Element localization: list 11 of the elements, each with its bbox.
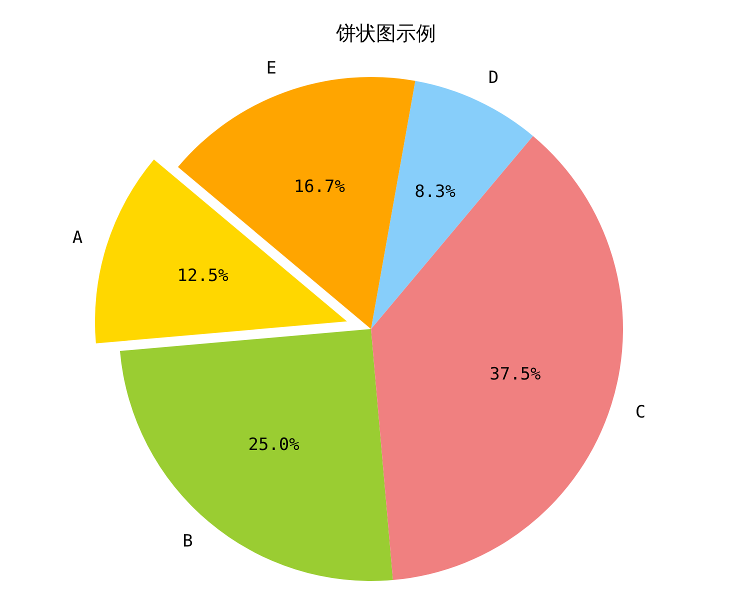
data-label: 37.5% <box>490 364 541 384</box>
slice-label: C <box>635 402 646 422</box>
slice-label: B <box>182 531 193 552</box>
slice-label: D <box>488 68 499 88</box>
slice-label: A <box>72 228 83 248</box>
slice-label: E <box>266 58 276 78</box>
data-label: 8.3% <box>414 182 456 202</box>
data-label: 16.7% <box>294 176 346 197</box>
data-label: 25.0% <box>248 434 300 455</box>
chart-title: 饼状图示例 <box>335 21 436 45</box>
data-label: 12.5% <box>177 266 228 286</box>
